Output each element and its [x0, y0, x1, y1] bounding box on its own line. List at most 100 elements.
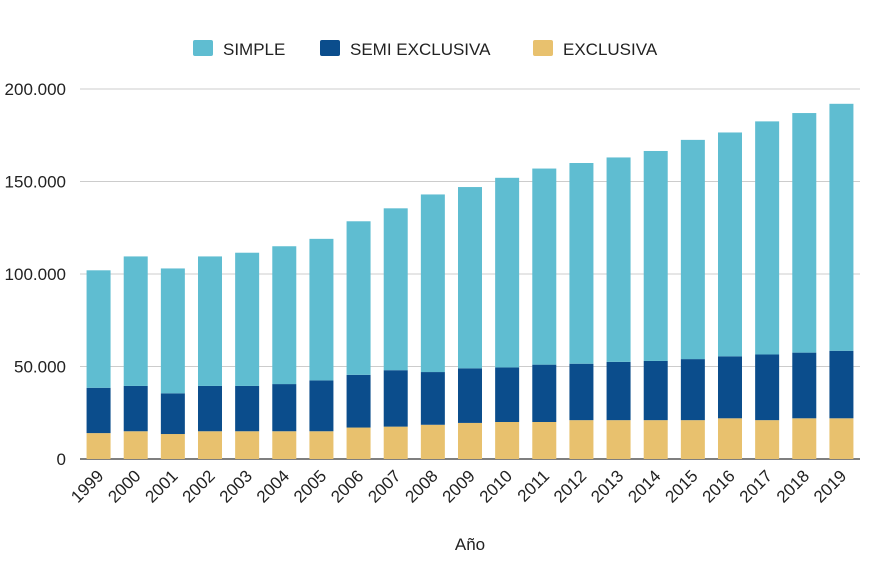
bar-semi-exclusiva-2011 — [532, 364, 557, 422]
bar-simple-2015 — [680, 139, 705, 360]
x-tick-label: 2009 — [439, 466, 479, 506]
bar-exclusiva-2011 — [532, 422, 557, 459]
bars — [86, 103, 854, 459]
bar-semi-exclusiva-2019 — [829, 350, 854, 419]
y-tick-label: 200.000 — [5, 80, 66, 99]
legend-label-exclusiva: EXCLUSIVA — [563, 40, 658, 59]
legend-label-semi-exclusiva: SEMI EXCLUSIVA — [350, 40, 491, 59]
bar-simple-2013 — [606, 157, 631, 362]
bar-exclusiva-2019 — [829, 418, 854, 459]
bar-simple-2003 — [235, 252, 260, 386]
bar-semi-exclusiva-2001 — [160, 393, 185, 435]
y-tick-label: 150.000 — [5, 173, 66, 192]
bar-exclusiva-2001 — [160, 434, 185, 459]
bar-simple-2002 — [198, 256, 222, 386]
bar-simple-2014 — [643, 150, 668, 361]
bar-simple-2012 — [569, 163, 594, 364]
y-tick-label: 0 — [57, 450, 66, 469]
x-tick-label: 2003 — [216, 466, 256, 506]
bar-semi-exclusiva-2002 — [198, 385, 222, 432]
x-tick-label: 2002 — [179, 466, 219, 506]
bar-semi-exclusiva-2017 — [755, 354, 780, 421]
bar-semi-exclusiva-2015 — [680, 359, 705, 421]
x-axis-ticks: 1999200020012002200320042005200620072008… — [67, 466, 850, 506]
x-tick-label: 2016 — [699, 466, 739, 506]
bar-simple-2019 — [829, 103, 854, 351]
bar-exclusiva-2005 — [309, 431, 334, 459]
bar-semi-exclusiva-2005 — [309, 380, 334, 432]
bar-exclusiva-1999 — [86, 433, 111, 459]
x-tick-label: 2000 — [104, 466, 144, 506]
bar-semi-exclusiva-1999 — [86, 387, 111, 434]
bar-exclusiva-2013 — [606, 420, 631, 459]
bar-semi-exclusiva-2012 — [569, 363, 594, 421]
bar-simple-2018 — [792, 113, 817, 353]
bar-exclusiva-2008 — [420, 424, 445, 459]
bar-exclusiva-2003 — [235, 431, 260, 459]
legend: SIMPLE SEMI EXCLUSIVA EXCLUSIVA — [193, 40, 658, 59]
bar-semi-exclusiva-2018 — [792, 352, 817, 419]
x-tick-label: 2007 — [364, 466, 404, 506]
legend-swatch-simple — [193, 40, 213, 56]
legend-label-simple: SIMPLE — [223, 40, 285, 59]
x-tick-label: 2013 — [587, 466, 627, 506]
bar-exclusiva-2000 — [123, 431, 148, 459]
bar-exclusiva-2014 — [643, 420, 668, 459]
x-axis-title: Año — [455, 535, 485, 554]
bar-simple-2009 — [458, 187, 482, 369]
bar-semi-exclusiva-2007 — [383, 370, 408, 427]
bar-semi-exclusiva-2010 — [495, 367, 520, 422]
x-tick-label: 2006 — [327, 466, 367, 506]
bar-simple-1999 — [86, 270, 111, 388]
bar-exclusiva-2012 — [569, 420, 594, 459]
bar-simple-2001 — [160, 268, 185, 394]
bar-semi-exclusiva-2008 — [420, 372, 445, 425]
bar-exclusiva-2004 — [272, 431, 297, 459]
x-tick-label: 2001 — [142, 466, 182, 506]
bar-simple-2006 — [346, 221, 371, 375]
x-tick-label: 2008 — [402, 466, 442, 506]
bar-semi-exclusiva-2003 — [235, 385, 260, 432]
bar-exclusiva-2007 — [383, 426, 408, 459]
y-axis-ticks: 0 50.000 100.000 150.000 200.000 — [5, 80, 66, 469]
x-tick-label: 2017 — [736, 466, 776, 506]
x-tick-label: 2005 — [290, 466, 330, 506]
x-tick-label: 2018 — [773, 466, 813, 506]
legend-swatch-semi-exclusiva — [320, 40, 340, 56]
bar-simple-2017 — [755, 121, 780, 355]
bar-semi-exclusiva-2006 — [346, 374, 371, 428]
bar-exclusiva-2009 — [458, 422, 482, 459]
bar-simple-2005 — [309, 238, 334, 381]
bar-semi-exclusiva-2013 — [606, 361, 631, 421]
bar-exclusiva-2006 — [346, 427, 371, 459]
bar-semi-exclusiva-2009 — [458, 368, 482, 423]
bar-exclusiva-2010 — [495, 422, 520, 459]
y-tick-label: 100.000 — [5, 265, 66, 284]
x-tick-label: 2014 — [624, 466, 664, 506]
x-tick-label: 2015 — [662, 466, 702, 506]
x-tick-label: 2011 — [514, 466, 553, 505]
x-tick-label: 1999 — [67, 466, 107, 506]
bar-semi-exclusiva-2014 — [643, 360, 668, 421]
bar-exclusiva-2018 — [792, 418, 817, 459]
x-tick-label: 2010 — [476, 466, 516, 506]
x-tick-label: 2004 — [253, 466, 293, 506]
bar-simple-2000 — [123, 256, 148, 386]
bar-semi-exclusiva-2004 — [272, 384, 297, 432]
bar-simple-2016 — [718, 132, 742, 357]
bar-exclusiva-2017 — [755, 420, 780, 459]
bar-exclusiva-2015 — [680, 420, 705, 459]
x-tick-label: 2012 — [550, 466, 590, 506]
bar-semi-exclusiva-2016 — [718, 356, 742, 419]
legend-swatch-exclusiva — [533, 40, 553, 56]
bar-simple-2011 — [532, 168, 557, 365]
bar-exclusiva-2016 — [718, 418, 742, 459]
bar-simple-2007 — [383, 208, 408, 371]
bar-exclusiva-2002 — [198, 431, 222, 459]
bar-simple-2008 — [420, 194, 445, 373]
y-tick-label: 50.000 — [14, 358, 66, 377]
bar-simple-2010 — [495, 177, 520, 368]
bar-semi-exclusiva-2000 — [123, 385, 148, 432]
